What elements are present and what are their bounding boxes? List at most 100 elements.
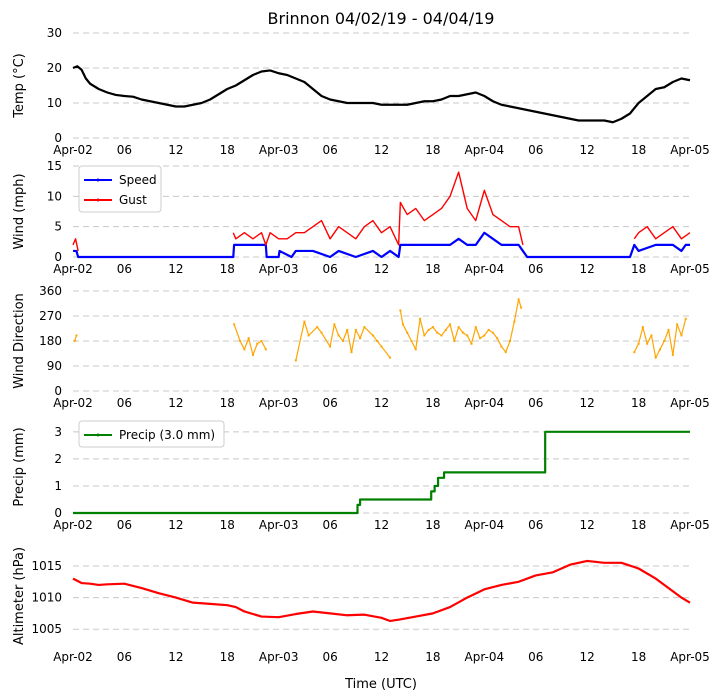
wind-x-tick-label: 18 xyxy=(425,262,440,276)
precip-x-tick-label: 18 xyxy=(631,518,646,532)
direction-segment xyxy=(462,332,468,336)
temp-y-tick-label: 30 xyxy=(47,26,62,40)
temp-x-tick-label: 06 xyxy=(117,143,132,157)
direction-segment xyxy=(445,323,451,331)
direction-segment xyxy=(492,332,498,339)
x-axis-label: Time (UTC) xyxy=(344,677,417,692)
direction-segment xyxy=(423,329,430,336)
temp-x-tick-label: 18 xyxy=(631,143,646,157)
wind-y-tick-label: 10 xyxy=(47,189,62,203)
direction-segment xyxy=(680,318,687,336)
direction-segment xyxy=(321,332,331,347)
wind-x-tick-label: 06 xyxy=(117,262,132,276)
wind-x-tick-label: Apr-02 xyxy=(53,262,93,276)
precip-y-tick-label: 2 xyxy=(54,452,62,466)
altimeter-y-tick-label: 1015 xyxy=(31,559,62,573)
direction-x-tick-label: 12 xyxy=(374,396,389,410)
direction-x-tick-label: 18 xyxy=(631,396,646,410)
temp-x-tick-label: 18 xyxy=(425,143,440,157)
direction-segment xyxy=(642,326,648,344)
direction-segment xyxy=(316,326,322,334)
altimeter-x-tick-label: 06 xyxy=(117,650,132,664)
precip-series-precip-3-0-mm--line xyxy=(73,430,690,515)
altimeter-y-tick-label: 1010 xyxy=(31,591,62,605)
direction-segment xyxy=(303,321,310,336)
temp-y-tick-label: 0 xyxy=(54,131,62,145)
altimeter-panel: 1005 1010 1015 Altimeter (hPa) Apr-02 06 12 18 A… xyxy=(12,547,710,664)
direction-segment xyxy=(248,338,254,356)
precip-y-axis-label: Precip (mm) xyxy=(12,427,27,506)
wind-x-tick-label: 18 xyxy=(220,262,235,276)
direction-segment xyxy=(509,321,515,342)
altimeter-y-tick-label: 1005 xyxy=(31,622,62,636)
precip-x-tick-label: Apr-05 xyxy=(670,518,710,532)
direction-segment xyxy=(376,340,382,347)
direction-segment xyxy=(496,337,503,347)
temp-y-tick-label: 10 xyxy=(47,96,62,110)
wind-series-gust-line xyxy=(72,171,691,252)
direction-segment xyxy=(256,340,262,345)
temp-x-tick-label: Apr-03 xyxy=(259,143,299,157)
precip-x-tick-label: Apr-02 xyxy=(53,518,93,532)
direction-segment xyxy=(350,329,357,353)
wind-y-tick-label: 15 xyxy=(47,159,62,173)
direction-segment xyxy=(428,326,434,331)
direction-segment xyxy=(239,340,245,350)
direction-y-tick-label: 90 xyxy=(47,359,62,373)
direction-x-tick-label: 06 xyxy=(528,396,543,410)
temp-panel: 0 10 20 30 Temp (°C) Apr-02 06 12 18 Apr-03 06 12 18… xyxy=(12,26,710,157)
direction-segment xyxy=(676,324,682,336)
direction-segment xyxy=(415,318,421,350)
precip-x-tick-label: 12 xyxy=(580,518,595,532)
direction-segment xyxy=(663,329,670,342)
precip-x-tick-label: 12 xyxy=(374,518,389,532)
direction-y-tick-label: 360 xyxy=(39,284,62,298)
precip-x-tick-label: 06 xyxy=(117,518,132,532)
wind-legend-label: Speed xyxy=(119,173,157,187)
altimeter-x-tick-label: Apr-03 xyxy=(259,650,299,664)
direction-segment xyxy=(667,329,674,355)
temp-x-tick-label: 12 xyxy=(580,143,595,157)
direction-segment xyxy=(346,329,353,353)
direction-segment xyxy=(655,349,661,358)
altimeter-x-tick-label: Apr-04 xyxy=(465,650,505,664)
direction-segment xyxy=(650,335,657,358)
direction-segment xyxy=(372,335,378,342)
direction-x-tick-label: 06 xyxy=(117,396,132,410)
temp-y-tick-label: 20 xyxy=(47,61,62,75)
direction-segment xyxy=(432,326,438,334)
direction-segment xyxy=(449,324,455,342)
temp-series-temp-line xyxy=(72,65,691,124)
direction-segment xyxy=(359,326,365,339)
direction-x-tick-label: 18 xyxy=(425,396,440,410)
wind-series-speed-line xyxy=(73,231,690,259)
altimeter-x-tick-label: 06 xyxy=(322,650,337,664)
altimeter-x-tick-label: Apr-05 xyxy=(670,650,710,664)
direction-y-tick-label: 180 xyxy=(39,334,62,348)
direction-segment xyxy=(479,334,485,339)
altimeter-x-tick-label: 18 xyxy=(425,650,440,664)
direction-segment xyxy=(410,340,417,350)
temp-y-axis-label: Temp (°C) xyxy=(12,53,27,119)
wind-y-tick-label: 0 xyxy=(54,250,62,264)
direction-panel: 0 90 180 270 360 Wind Direction Apr-02 06 12 18 Ap… xyxy=(12,284,710,410)
temp-x-tick-label: 06 xyxy=(322,143,337,157)
temp-x-tick-label: 18 xyxy=(220,143,235,157)
direction-segment xyxy=(419,318,425,336)
direction-segment xyxy=(295,321,305,361)
direction-x-tick-label: 18 xyxy=(220,396,235,410)
direction-x-tick-label: Apr-04 xyxy=(465,396,505,410)
direction-segment xyxy=(399,310,404,325)
direction-segment xyxy=(243,338,250,350)
altimeter-x-tick-label: 06 xyxy=(528,650,543,664)
wind-legend-marker xyxy=(96,198,100,202)
direction-x-tick-label: 06 xyxy=(322,396,337,410)
direction-segment xyxy=(659,340,665,350)
precip-legend-box xyxy=(78,420,225,448)
wind-x-tick-label: Apr-03 xyxy=(259,262,299,276)
direction-segment xyxy=(333,324,340,336)
altimeter-x-tick-label: 18 xyxy=(631,650,646,664)
precip-legend-marker xyxy=(96,433,100,437)
